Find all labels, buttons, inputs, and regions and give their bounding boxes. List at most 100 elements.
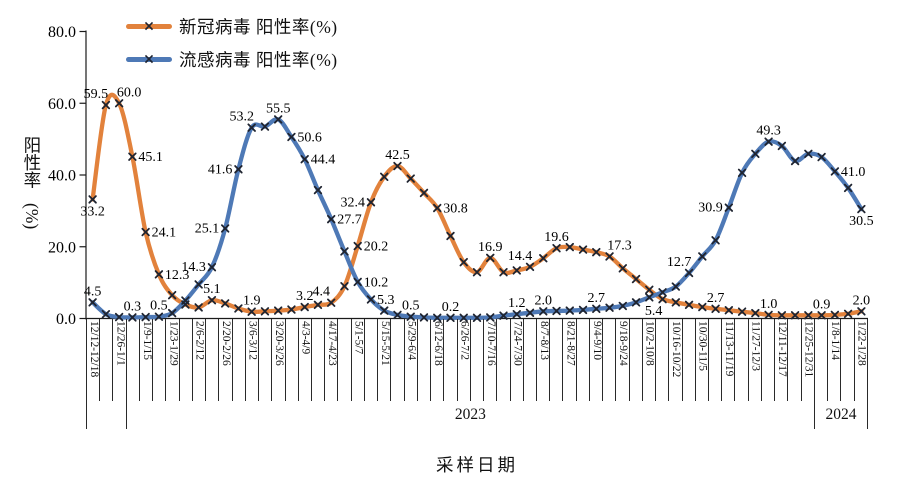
data-label: 14.4	[508, 249, 533, 264]
x-tick-cell	[206, 319, 220, 401]
x-tick-label: 12/12-12/18	[87, 321, 100, 378]
x-tick-label: 3/6-3/12	[246, 321, 259, 360]
x-tick-label: 9/4-9/10	[590, 321, 603, 360]
data-label: 60.0	[117, 85, 142, 100]
y-axis-title: 阳性率 (%)	[21, 136, 42, 229]
data-label: 16.9	[478, 240, 503, 255]
x-tick-label: 4/3-4/9	[299, 321, 312, 355]
data-label: 2.0	[535, 293, 553, 308]
x-tick-cell: 12/25-12/31	[802, 319, 815, 401]
x-tick-cell: 6/12-6/18	[431, 319, 445, 401]
x-tick-cell: 5/29-6/4	[405, 319, 418, 401]
data-label: 44.4	[311, 153, 336, 168]
x-tick-cell	[286, 319, 299, 401]
data-label: 3.2	[296, 289, 314, 304]
x-tick-cell	[735, 319, 749, 401]
x-tick-label: 12/11-12/17	[776, 321, 789, 377]
data-label: 30.8	[443, 202, 468, 217]
data-label: 12.7	[667, 255, 692, 270]
data-label: 1.0	[760, 297, 778, 312]
x-tick-cell	[391, 319, 405, 401]
legend: × 新冠病毒 阳性率(%) × 流感病毒 阳性率(%)	[126, 13, 338, 73]
x-tick-label: 9/18-9/24	[617, 321, 630, 366]
x-tick-cell	[841, 319, 855, 401]
data-label: 33.2	[80, 204, 105, 219]
data-label: 2.7	[707, 291, 725, 306]
covid-line-sample: ×	[126, 19, 172, 33]
x-tick-cell	[180, 319, 193, 401]
x-tick-cell: 1/23-1/29	[166, 319, 180, 401]
x-tick-cell	[312, 319, 326, 401]
data-label: 41.0	[841, 165, 866, 180]
x-tick-label: 2/6-2/12	[193, 321, 206, 360]
x-tick-label: 1/23-1/29	[167, 321, 180, 366]
x-tick-cell	[815, 319, 829, 401]
x-tick-label: 12/26-1/1	[114, 321, 127, 366]
x-tick-cell	[550, 319, 564, 401]
x-tick-cell: 9/18-9/24	[616, 319, 630, 401]
legend-item-flu: × 流感病毒 阳性率(%)	[126, 46, 338, 73]
x-tick-cell	[762, 319, 776, 401]
x-tick-cell	[524, 319, 537, 401]
year-band-cell: 2023	[127, 401, 816, 429]
y-tick-label: 20.0	[48, 239, 76, 256]
x-tick-cell: 9/4-9/10	[590, 319, 604, 401]
x-tick-cell	[365, 319, 379, 401]
x-tick-label: 11/27-12/3	[749, 321, 762, 372]
data-label: 55.5	[266, 101, 291, 116]
x-tick-label: 10/30-11/5	[696, 321, 709, 372]
x-tick-cell: 10/2-10/8	[643, 319, 657, 401]
x-tick-cell: 12/12-12/18	[87, 319, 101, 401]
data-label: 4.4	[312, 285, 330, 300]
x-tick-cell: 5/1-5/7	[352, 319, 365, 401]
data-label: 19.6	[544, 230, 569, 245]
data-label: 0.3	[124, 299, 142, 314]
x-axis-year-band: 2023 2024	[86, 401, 868, 429]
x-tick-cell: 11/13-11/19	[722, 319, 736, 401]
x-tick-label: 4/17-4/23	[326, 321, 339, 366]
x-tick-label: 10/2-10/8	[643, 321, 656, 366]
data-label: 2.7	[588, 291, 606, 306]
x-tick-cell: 2/6-2/12	[193, 319, 207, 401]
x-tick-cell: 7/24-7/30	[511, 319, 524, 401]
x-tick-cell	[259, 319, 273, 401]
x-tick-label: 7/24-7/30	[511, 321, 524, 366]
x-tick-label: 2/20-2/26	[220, 321, 233, 366]
data-label: 5.1	[203, 282, 221, 297]
legend-item-covid: × 新冠病毒 阳性率(%)	[126, 13, 338, 40]
x-tick-label: 1/22-1/28	[855, 321, 868, 366]
x-tick-cell: 4/17-4/23	[325, 319, 339, 401]
x-tick-cell	[127, 319, 140, 401]
x-tick-label: 3/20-3/26	[273, 321, 286, 366]
x-tick-cell	[709, 319, 723, 401]
x-marker-icon: ×	[143, 17, 155, 34]
y-tick-label: 40.0	[48, 168, 76, 185]
year-band-cell: 2024	[815, 401, 868, 429]
x-tick-label: 10/16-10/22	[670, 321, 683, 378]
data-label: 10.2	[364, 275, 389, 290]
data-label: 50.6	[297, 131, 322, 146]
x-tick-cell	[233, 319, 246, 401]
data-label: 4.5	[84, 284, 102, 299]
data-label: 0.5	[402, 299, 420, 314]
data-label: 14.3	[181, 260, 206, 275]
x-tick-cell	[100, 319, 114, 401]
data-label: 30.9	[698, 201, 723, 216]
x-tick-label: 12/25-12/31	[802, 321, 815, 378]
x-tick-cell: 1/8-1/14	[828, 319, 842, 401]
x-axis-week-band: 12/12-12/18 12/26-1/1 1/9-1/15 1/23-1/29 2/6…	[86, 319, 868, 401]
data-label: 32.4	[341, 195, 366, 210]
y-axis-title-text: 阳性率	[21, 136, 42, 189]
x-tick-label: 5/15-5/21	[379, 321, 392, 366]
data-label: 30.5	[849, 214, 874, 229]
x-tick-cell: 10/16-10/22	[669, 319, 683, 401]
data-label: 12.3	[165, 268, 190, 283]
x-marker-icon: ×	[143, 50, 155, 67]
x-tick-cell: 1/9-1/15	[140, 319, 154, 401]
data-label: 5.4	[645, 304, 663, 319]
flu-line-sample: ×	[126, 52, 172, 66]
x-tick-cell	[603, 319, 617, 401]
x-tick-cell	[497, 319, 511, 401]
data-label: 25.1	[195, 222, 220, 237]
